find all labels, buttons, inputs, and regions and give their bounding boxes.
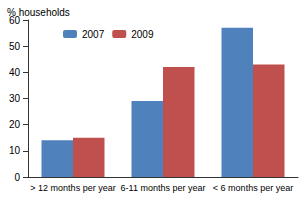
svg-text:2009: 2009 xyxy=(131,29,154,40)
svg-text:60: 60 xyxy=(8,14,20,26)
svg-text:< 6 months per year: < 6 months per year xyxy=(213,183,293,193)
svg-text:2007: 2007 xyxy=(82,29,105,40)
svg-text:20: 20 xyxy=(9,119,21,130)
svg-text:50: 50 xyxy=(9,41,21,52)
svg-text:40: 40 xyxy=(9,67,21,78)
svg-text:> 12 months per year: > 12 months per year xyxy=(30,183,115,193)
svg-text:10: 10 xyxy=(9,145,21,156)
svg-text:% households: % households xyxy=(7,7,70,18)
svg-text:0: 0 xyxy=(14,172,20,183)
svg-text:6-11 months per year: 6-11 months per year xyxy=(121,183,206,193)
svg-text:30: 30 xyxy=(9,93,21,104)
